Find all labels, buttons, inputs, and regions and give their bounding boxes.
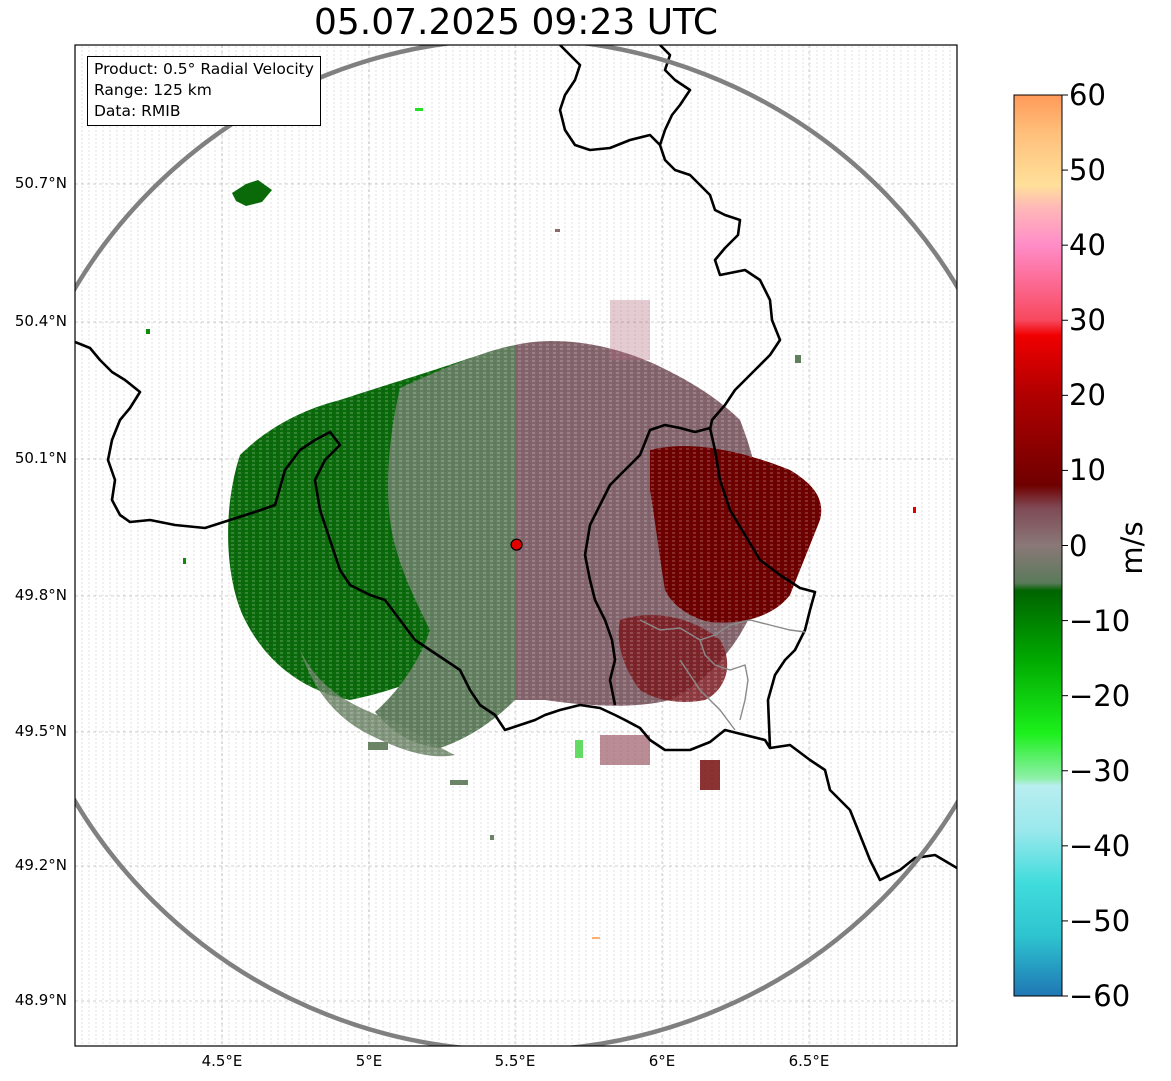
colorbar-ticks (1062, 94, 1068, 997)
colorbar-tick-label: −30 (1069, 753, 1131, 788)
border-inner (583, 554, 617, 706)
lon-tick-label: 5°E (355, 1052, 383, 1070)
lat-tick-label: 49.8°N (14, 586, 67, 604)
lat-tick-label: 50.4°N (14, 312, 67, 330)
colorbar-bar (1013, 94, 1063, 997)
info-product: Product: 0.5° Radial Velocity (94, 60, 314, 78)
border-west (75, 340, 957, 882)
colorbar-tick-label: −60 (1069, 979, 1131, 1013)
lat-tick-label: 49.2°N (14, 856, 67, 874)
colorbar-tick-label: 60 (1069, 78, 1106, 112)
lat-tick-label: 50.1°N (14, 449, 67, 467)
lon-tick-label: 6°E (648, 1052, 676, 1070)
colorbar-tick-label: 30 (1069, 303, 1106, 338)
colorbar-tick-label: −10 (1069, 603, 1131, 638)
info-range: Range: 125 km (94, 81, 212, 99)
district-borders (639, 619, 806, 731)
lon-tick-label: 5.5°E (494, 1052, 536, 1070)
lat-tick-label: 50.7°N (14, 174, 67, 192)
colorbar-tick-label: 50 (1069, 153, 1106, 188)
colorbar-tick-label: 0 (1069, 528, 1088, 563)
colorbar-tick-label: 20 (1069, 378, 1106, 413)
colorbar (1013, 94, 1068, 997)
lon-tick-label: 6.5°E (788, 1052, 830, 1070)
echo-isolated-cell (232, 180, 272, 206)
border-mid (583, 423, 817, 749)
radar-site-marker (510, 538, 523, 551)
lon-tick-label: 4.5°E (201, 1052, 243, 1070)
colorbar-unit-label: m/s (1115, 521, 1149, 575)
colorbar-tick-label: −50 (1069, 903, 1131, 938)
info-box: Product: 0.5° Radial Velocity Range: 125… (87, 56, 321, 126)
colorbar-tick-label: −20 (1069, 678, 1131, 713)
colorbar-tick-label: 40 (1069, 228, 1106, 263)
map-title: 05.07.2025 09:23 UTC (313, 2, 719, 43)
map-frame (74, 44, 958, 1047)
colorbar-tick-label: −40 (1069, 828, 1131, 863)
lat-tick-label: 49.5°N (14, 722, 67, 740)
border-north (558, 45, 782, 431)
info-data-source: Data: RMIB (94, 102, 181, 120)
colorbar-tick-label: 10 (1069, 453, 1106, 488)
lat-tick-label: 48.9°N (14, 991, 67, 1009)
